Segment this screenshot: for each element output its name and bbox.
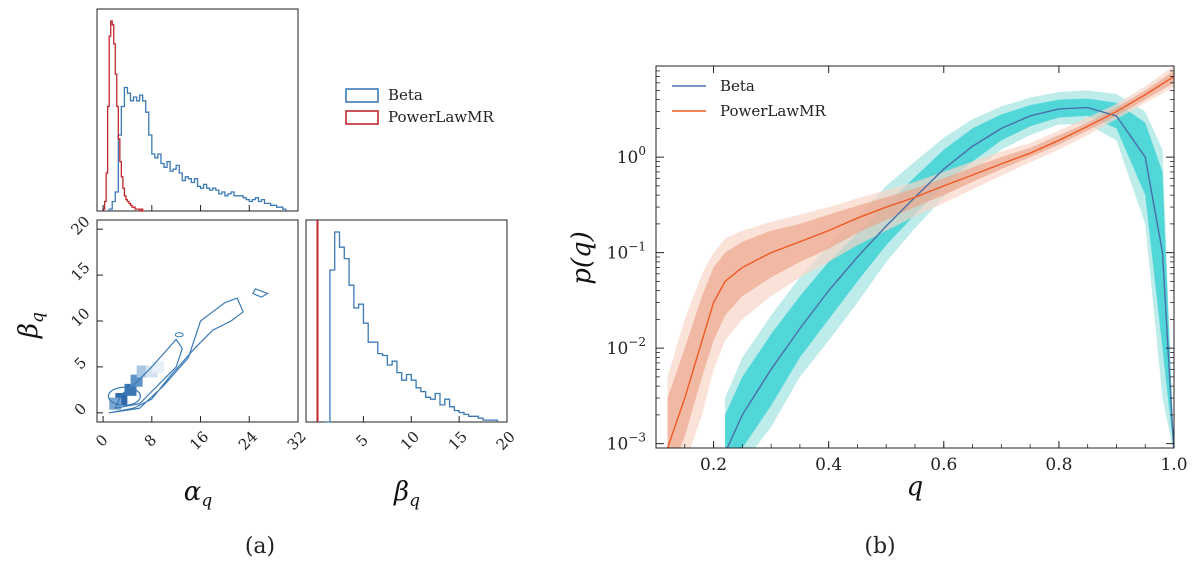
alpha-tick-label: 0: [92, 431, 111, 450]
pq-tick-label: 10−2: [607, 335, 646, 359]
beta-x-tick-label: 10: [397, 428, 423, 454]
density-cell: [130, 374, 143, 387]
legend-a-powerlaw-label: PowerLawMR: [388, 108, 495, 126]
q-axis-label: q: [907, 472, 924, 502]
legend-b: Beta PowerLawMR: [672, 77, 827, 120]
density-cell: [151, 360, 164, 373]
q-tick-label: 0.8: [1045, 455, 1072, 475]
alpha-tick-label: 32: [284, 428, 310, 454]
contour-level-0: [108, 297, 244, 414]
alpha-tick-label: 24: [235, 428, 261, 454]
contour-island: [252, 288, 269, 298]
legend-a-beta-swatch: [345, 88, 379, 103]
panel-b: 0.2 0.4 0.6 0.8 1.0 100 10−1 10−2 10−3 Beta Powe…: [567, 65, 1188, 559]
beta-histogram: [316, 220, 499, 423]
pq-tick-label: 10−3: [607, 431, 646, 455]
pq-tick-label: 100: [617, 144, 646, 168]
alpha-hist-powerlawmr-step: [102, 20, 145, 212]
beta-y-tick-label: 20: [67, 213, 93, 239]
alpha-hist-beta-step: [108, 86, 287, 211]
beta-y-tick-label: 10: [67, 304, 93, 330]
beta-x-axis-label: βq: [393, 477, 420, 511]
legend-a-beta-label: Beta: [388, 86, 423, 104]
joint-contour: [107, 288, 269, 414]
beta-median-line: [726, 106, 1174, 448]
beta-x-tick-label: 5: [352, 431, 371, 450]
powerlaw-median-line: [666, 75, 1174, 448]
q-tick-label: 0.6: [930, 455, 957, 475]
beta-band-inner: [725, 98, 1174, 448]
legend-a-powerlaw-swatch: [345, 110, 379, 125]
beta-y-tick-label: 0: [71, 400, 90, 419]
beta-y-axis-label: βq: [14, 312, 48, 339]
alpha-axis-label: αq: [184, 477, 213, 511]
caption-a: (a): [245, 534, 275, 559]
alpha-tick-label: 16: [186, 428, 212, 454]
beta-hist-beta-step: [325, 231, 499, 423]
beta-x-tick-label: 20: [493, 428, 519, 454]
density-cell: [136, 365, 149, 378]
alpha-tick-label: 8: [141, 431, 160, 450]
pq-tick-label: 10−1: [607, 240, 646, 264]
contour-inner: [107, 386, 142, 406]
panel-b-ticks: 0.2 0.4 0.6 0.8 1.0 100 10−1 10−2 10−3: [607, 65, 1188, 475]
q-tick-label: 0.2: [700, 455, 727, 475]
q-tick-label: 0.4: [815, 455, 842, 475]
alpha-hist-frame: [96, 8, 299, 212]
beta-y-tick-label: 5: [71, 354, 90, 373]
beta-y-tick-label: 15: [67, 258, 93, 284]
legend-b-powerlaw-label: PowerLawMR: [720, 102, 827, 120]
ppd-lines: [666, 75, 1174, 448]
caption-b: (b): [864, 534, 895, 559]
beta-x-tick-label: 15: [445, 428, 471, 454]
beta-hist-frame: [305, 219, 508, 423]
powerlaw-band-inner: [667, 70, 1174, 448]
pq-axis-label: p(q): [567, 231, 597, 285]
legend-a: Beta PowerLawMR: [345, 86, 495, 126]
ppd-bands: [667, 66, 1174, 448]
contour-island: [174, 332, 184, 338]
alpha-histogram: [102, 20, 287, 212]
legend-b-beta-label: Beta: [720, 77, 755, 95]
q-tick-label: 1.0: [1160, 455, 1187, 475]
panel-a-ticks: 0 8 16 24 32 0 5 10 15 20 5 10 15 20: [67, 205, 519, 454]
